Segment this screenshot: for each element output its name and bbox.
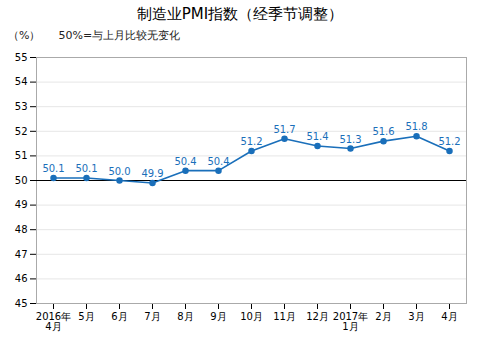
svg-text:4月: 4月	[441, 311, 457, 322]
svg-text:51.2: 51.2	[438, 136, 460, 147]
svg-text:48: 48	[15, 224, 28, 235]
svg-text:3月: 3月	[408, 311, 424, 322]
svg-text:51.4: 51.4	[306, 131, 328, 142]
html-text:制造业PMI指数（经季节调整）: 制造业PMI指数（经季节调整）	[136, 5, 344, 23]
svg-text:51.7: 51.7	[273, 124, 295, 135]
html-text:50%=与上月比较无变化: 50%=与上月比较无变化	[58, 29, 181, 42]
svg-text:54: 54	[15, 76, 28, 87]
svg-text:50.4: 50.4	[207, 156, 229, 167]
svg-text:50.1: 50.1	[75, 163, 97, 174]
svg-text:49.9: 49.9	[141, 168, 163, 179]
svg-text:7月: 7月	[144, 311, 160, 322]
svg-text:51.6: 51.6	[372, 126, 394, 137]
svg-text:50.1: 50.1	[42, 163, 64, 174]
svg-text:49: 49	[15, 199, 28, 210]
svg-text:45: 45	[15, 298, 28, 309]
svg-text:51.3: 51.3	[339, 134, 361, 145]
svg-text:53: 53	[15, 101, 28, 112]
svg-text:50.4: 50.4	[174, 156, 196, 167]
svg-text:8月: 8月	[177, 311, 193, 322]
svg-text:46: 46	[15, 273, 28, 284]
svg-text:51: 51	[15, 150, 28, 161]
svg-text:50.0: 50.0	[108, 166, 130, 177]
svg-text:51.8: 51.8	[405, 121, 427, 132]
svg-text:51.2: 51.2	[240, 136, 262, 147]
svg-text:47: 47	[15, 249, 28, 260]
svg-text:11月: 11月	[273, 311, 296, 322]
svg-text:2016年4月: 2016年4月	[36, 311, 71, 332]
svg-text:55: 55	[15, 52, 28, 63]
svg-text:2月: 2月	[375, 311, 391, 322]
svg-text:52: 52	[15, 126, 28, 137]
svg-text:6月: 6月	[111, 311, 127, 322]
svg-text:12月: 12月	[306, 311, 329, 322]
svg-text:50: 50	[15, 175, 28, 186]
svg-text:9月: 9月	[210, 311, 226, 322]
svg-text:2017年1月: 2017年1月	[333, 311, 368, 332]
svg-text:10月: 10月	[240, 311, 263, 322]
svg-text:5月: 5月	[78, 311, 94, 322]
